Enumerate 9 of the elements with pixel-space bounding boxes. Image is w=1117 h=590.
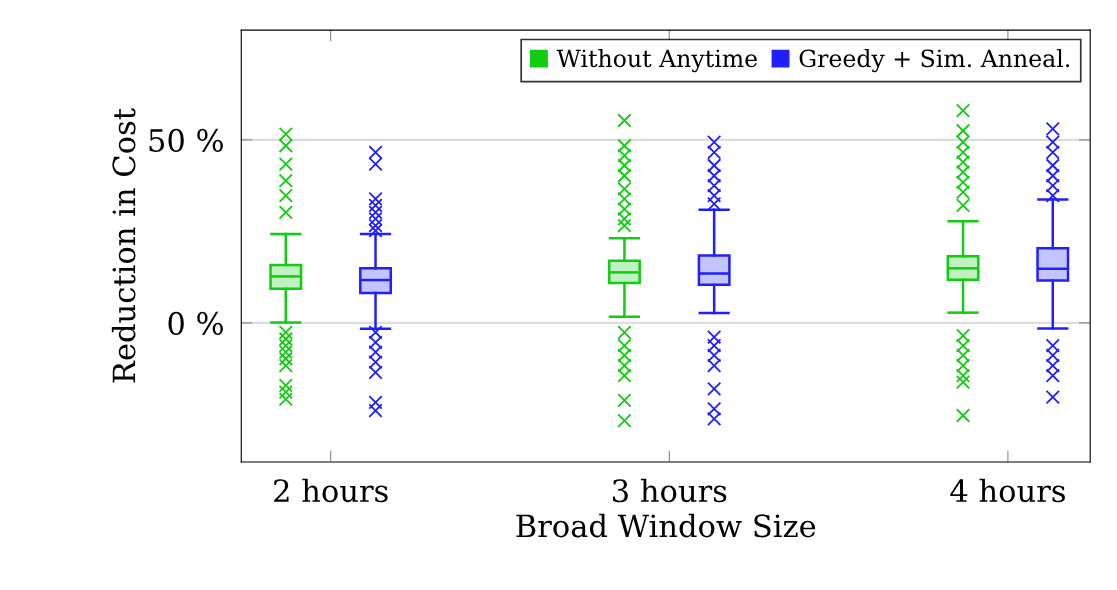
x-axis-title: Broad Window Size xyxy=(516,513,816,538)
x-tick-label: 4 hours xyxy=(950,478,1065,503)
legend-label: Without Anytime xyxy=(556,48,757,73)
y-tick-label: 50 % xyxy=(149,128,223,152)
x-tick-label: 3 hours xyxy=(613,478,727,503)
legend-label: Greedy + Sim. Anneal. xyxy=(799,48,1070,73)
x-tick-label: 2 hours xyxy=(274,478,388,503)
y-tick-label: 0 % xyxy=(168,311,223,335)
y-axis-title: Reduction in Cost xyxy=(111,108,136,383)
